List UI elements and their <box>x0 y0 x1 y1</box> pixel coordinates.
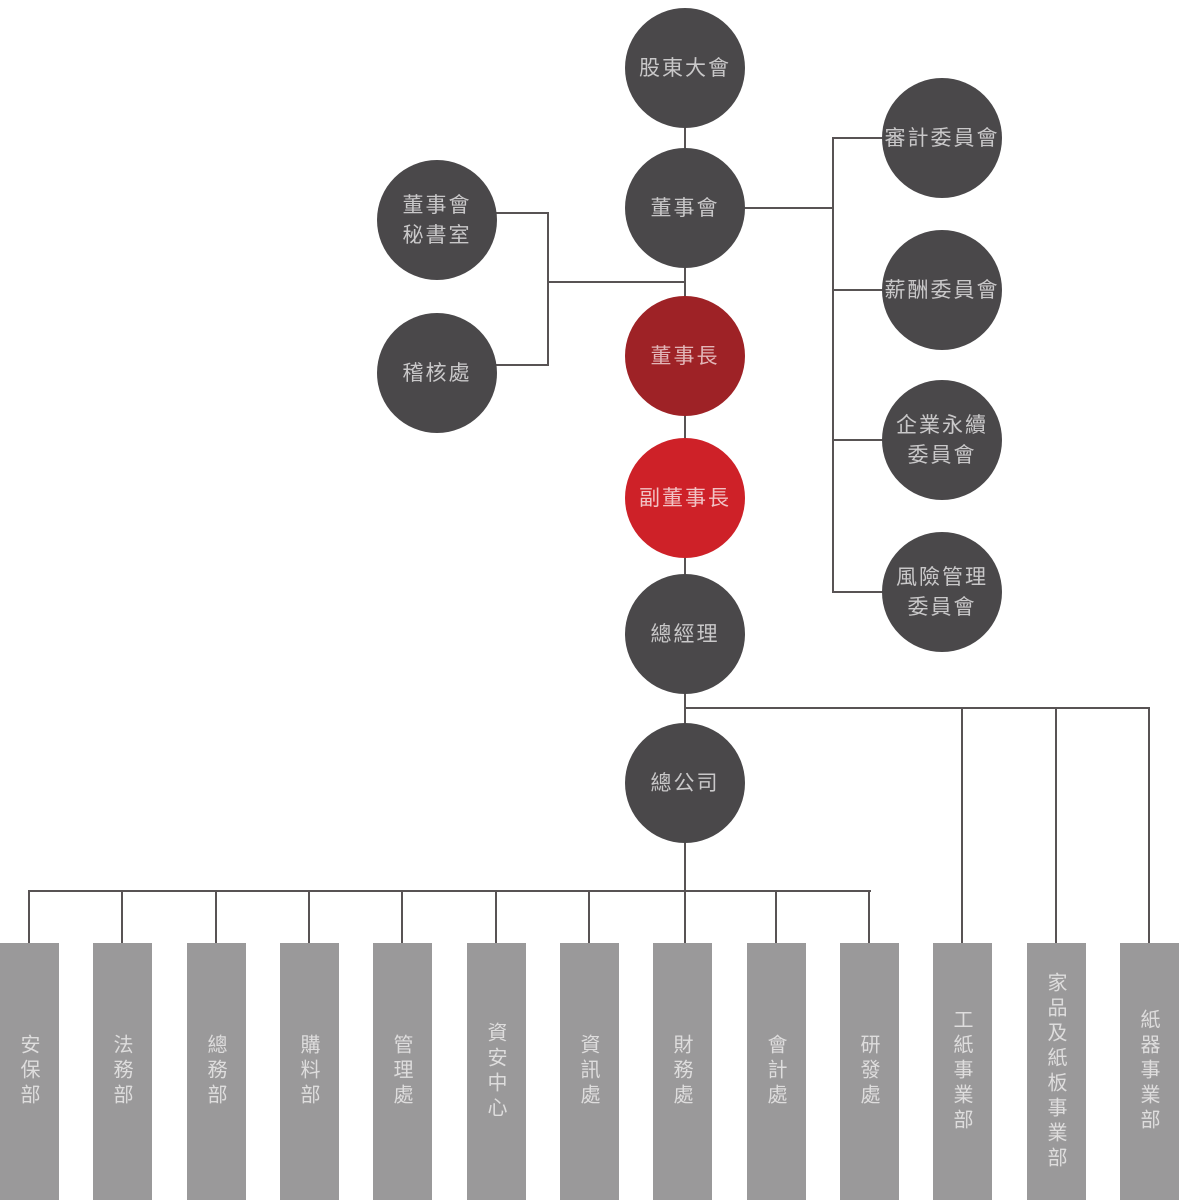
dept-industrial-paper-bu: 工紙事業部 <box>933 943 992 1200</box>
org-node-chairman: 董事長 <box>625 296 745 416</box>
connector-committee-spine <box>832 137 834 593</box>
connector-drop-accounting <box>775 890 777 943</box>
org-node-vice-chairman: 副董事長 <box>625 438 745 558</box>
connector-president-branch <box>684 707 1150 709</box>
dept-paper-container-bu: 紙器事業部 <box>1120 943 1179 1200</box>
connector-left-vertical <box>547 212 549 366</box>
node-label: 股東大會 <box>639 55 731 80</box>
org-node-president: 總經理 <box>625 574 745 694</box>
connector-drop-infosec <box>495 890 497 943</box>
connector-headquarters-spine <box>28 890 871 892</box>
connector-drop-household-paperboard <box>1055 707 1057 943</box>
dept-label: 安保部 <box>17 1034 41 1109</box>
dept-rnd: 研發處 <box>840 943 899 1200</box>
connector-drop-it <box>588 890 590 943</box>
org-node-board-secretariat: 董事會 秘書室 <box>377 160 497 280</box>
node-label: 稽核處 <box>402 360 472 385</box>
node-label-line1: 董事會 <box>402 192 472 217</box>
connector-left-to-center <box>547 281 685 283</box>
dept-household-paperboard-bu: 家品及紙板事業部 <box>1027 943 1086 1200</box>
node-label: 總公司 <box>650 770 720 795</box>
org-node-sustainability-committee: 企業永續 委員會 <box>882 380 1002 500</box>
org-node-risk-committee: 風險管理 委員會 <box>882 532 1002 652</box>
dept-label: 紙器事業部 <box>1137 1009 1161 1134</box>
dept-label: 資訊處 <box>577 1034 601 1109</box>
dept-label: 研發處 <box>857 1034 881 1109</box>
connector-drop-paper-container <box>1148 707 1150 943</box>
node-label: 審計委員會 <box>884 125 1000 150</box>
node-label-line2: 委員會 <box>907 595 977 619</box>
node-label: 總經理 <box>650 621 720 646</box>
org-node-audit-office: 稽核處 <box>377 313 497 433</box>
dept-label: 法務部 <box>110 1034 134 1109</box>
org-node-board-of-directors: 董事會 <box>625 148 745 268</box>
connector-drop-management <box>401 890 403 943</box>
connector-drop-security <box>28 890 30 943</box>
node-label: 薪酬委員會 <box>884 277 1000 302</box>
dept-legal: 法務部 <box>93 943 152 1200</box>
dept-accounting: 會計處 <box>747 943 806 1200</box>
connector-drop-legal <box>121 890 123 943</box>
org-node-compensation-committee: 薪酬委員會 <box>882 230 1002 350</box>
connector-drop-general-affairs <box>215 890 217 943</box>
org-node-audit-committee: 審計委員會 <box>882 78 1002 198</box>
node-label: 董事長 <box>650 343 720 368</box>
dept-label: 資安中心 <box>484 1021 508 1122</box>
node-label-line1: 風險管理 <box>896 564 988 589</box>
connector-drop-industrial-paper <box>961 707 963 943</box>
org-node-shareholders-meeting: 股東大會 <box>625 8 745 128</box>
dept-label: 購料部 <box>297 1034 321 1109</box>
dept-infosec-center: 資安中心 <box>467 943 526 1200</box>
connector-board-to-committees <box>684 207 833 209</box>
dept-label: 工紙事業部 <box>950 1009 974 1134</box>
dept-label: 會計處 <box>764 1034 788 1109</box>
dept-label: 財務處 <box>670 1034 694 1109</box>
connector-drop-procurement <box>308 890 310 943</box>
dept-finance: 財務處 <box>653 943 712 1200</box>
dept-information: 資訊處 <box>560 943 619 1200</box>
dept-label: 總務部 <box>204 1034 228 1109</box>
dept-label: 管理處 <box>390 1034 414 1109</box>
node-label: 副董事長 <box>639 485 731 510</box>
connector-drop-rnd <box>868 890 870 943</box>
node-label-line2: 秘書室 <box>402 223 472 247</box>
node-label-line2: 委員會 <box>907 443 977 467</box>
node-label-line1: 企業永續 <box>896 412 988 437</box>
dept-label: 家品及紙板事業部 <box>1044 971 1068 1172</box>
dept-security: 安保部 <box>0 943 59 1200</box>
org-node-headquarters: 總公司 <box>625 723 745 843</box>
dept-management: 管理處 <box>373 943 432 1200</box>
dept-procurement: 購料部 <box>280 943 339 1200</box>
node-label: 董事會 <box>650 195 720 220</box>
dept-general-affairs: 總務部 <box>187 943 246 1200</box>
